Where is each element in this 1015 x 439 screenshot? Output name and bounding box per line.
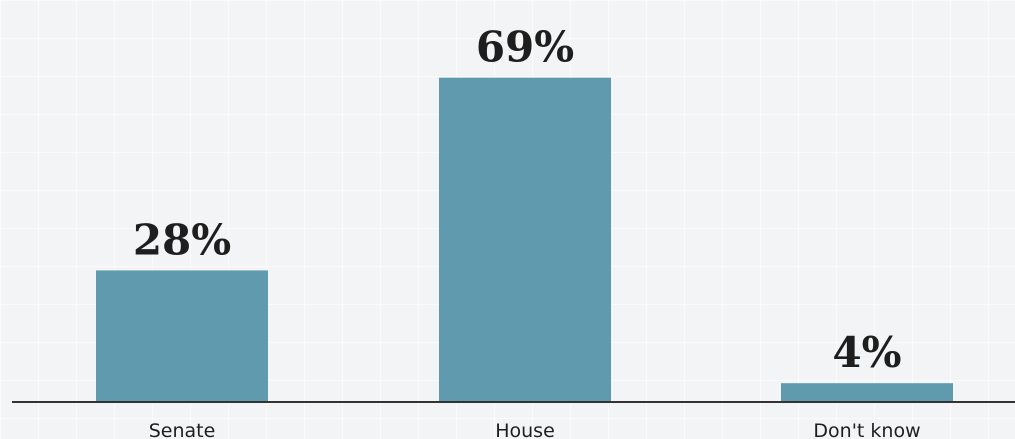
bar-senate [96,270,268,402]
category-label-senate: Senate [149,420,216,439]
category-labels-layer: Senate House Don't know [149,420,921,439]
value-labels-layer: 28% 69% 4% [133,23,902,378]
category-label-don-t-know: Don't know [813,420,920,439]
category-label-house: House [495,420,555,439]
value-label-house: 69% [476,23,574,72]
bars-layer [96,77,953,402]
bar-house [439,77,611,402]
value-label-don-t-know: 4% [832,328,901,377]
value-label-senate: 28% [133,215,231,264]
bar-don-t-know [781,383,953,402]
